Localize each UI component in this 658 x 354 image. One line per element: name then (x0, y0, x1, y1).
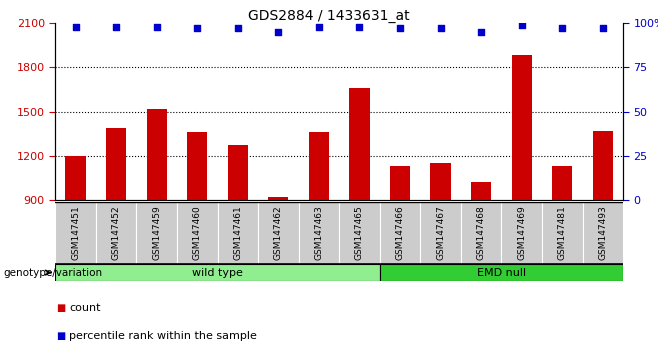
Point (70, 24, 81, 29)
Bar (309, 132, 329, 200)
Text: GSM147469: GSM147469 (517, 205, 526, 260)
Text: GSM147459: GSM147459 (152, 205, 161, 260)
Bar (582, 202, 623, 264)
Text: GSM147465: GSM147465 (355, 205, 364, 260)
Bar (65, 156, 86, 200)
Bar (552, 166, 572, 200)
Bar (511, 56, 532, 200)
Text: EMD null: EMD null (477, 268, 526, 278)
Text: GSM147481: GSM147481 (558, 205, 567, 260)
Text: GSM147462: GSM147462 (274, 205, 283, 260)
Point (111, 24, 121, 29)
Bar (187, 132, 207, 200)
Text: GSM147452: GSM147452 (112, 205, 120, 260)
Bar (340, 202, 380, 264)
Bar (380, 202, 420, 264)
Point (354, 24, 365, 29)
Point (273, 29, 284, 35)
Text: ■: ■ (56, 331, 65, 341)
Text: GSM147451: GSM147451 (71, 205, 80, 260)
Point (192, 25, 203, 31)
Bar (501, 202, 542, 264)
Text: GDS2884 / 1433631_at: GDS2884 / 1433631_at (248, 9, 410, 23)
Point (232, 25, 243, 31)
Point (597, 25, 608, 31)
Point (557, 25, 568, 31)
Bar (390, 166, 410, 200)
Point (476, 29, 486, 35)
Point (517, 22, 527, 28)
Text: GSM147463: GSM147463 (315, 205, 324, 260)
Bar (380, 264, 623, 281)
Bar (542, 202, 582, 264)
Bar (147, 109, 167, 200)
Text: GSM147493: GSM147493 (598, 205, 607, 260)
Text: wild type: wild type (192, 268, 243, 278)
Bar (349, 88, 370, 200)
Bar (461, 202, 501, 264)
Bar (218, 202, 258, 264)
Bar (55, 202, 96, 264)
Bar (177, 202, 218, 264)
Bar (471, 182, 492, 200)
Bar (430, 163, 451, 200)
Point (436, 25, 446, 31)
Text: GSM147460: GSM147460 (193, 205, 202, 260)
Text: genotype/variation: genotype/variation (3, 268, 103, 278)
Text: GSM147467: GSM147467 (436, 205, 445, 260)
Bar (268, 197, 288, 200)
Bar (55, 264, 380, 281)
Bar (258, 202, 299, 264)
Text: GSM147461: GSM147461 (234, 205, 242, 260)
Bar (106, 128, 126, 200)
Text: GSM147468: GSM147468 (476, 205, 486, 260)
Bar (420, 202, 461, 264)
Bar (593, 131, 613, 200)
Point (395, 25, 405, 31)
Point (151, 24, 162, 29)
Bar (299, 202, 340, 264)
Text: percentile rank within the sample: percentile rank within the sample (69, 331, 257, 341)
Text: ■: ■ (56, 303, 65, 313)
Point (314, 24, 324, 29)
Text: GSM147466: GSM147466 (395, 205, 405, 260)
Bar (96, 202, 136, 264)
Bar (136, 202, 177, 264)
Bar (228, 145, 248, 200)
Text: count: count (69, 303, 101, 313)
